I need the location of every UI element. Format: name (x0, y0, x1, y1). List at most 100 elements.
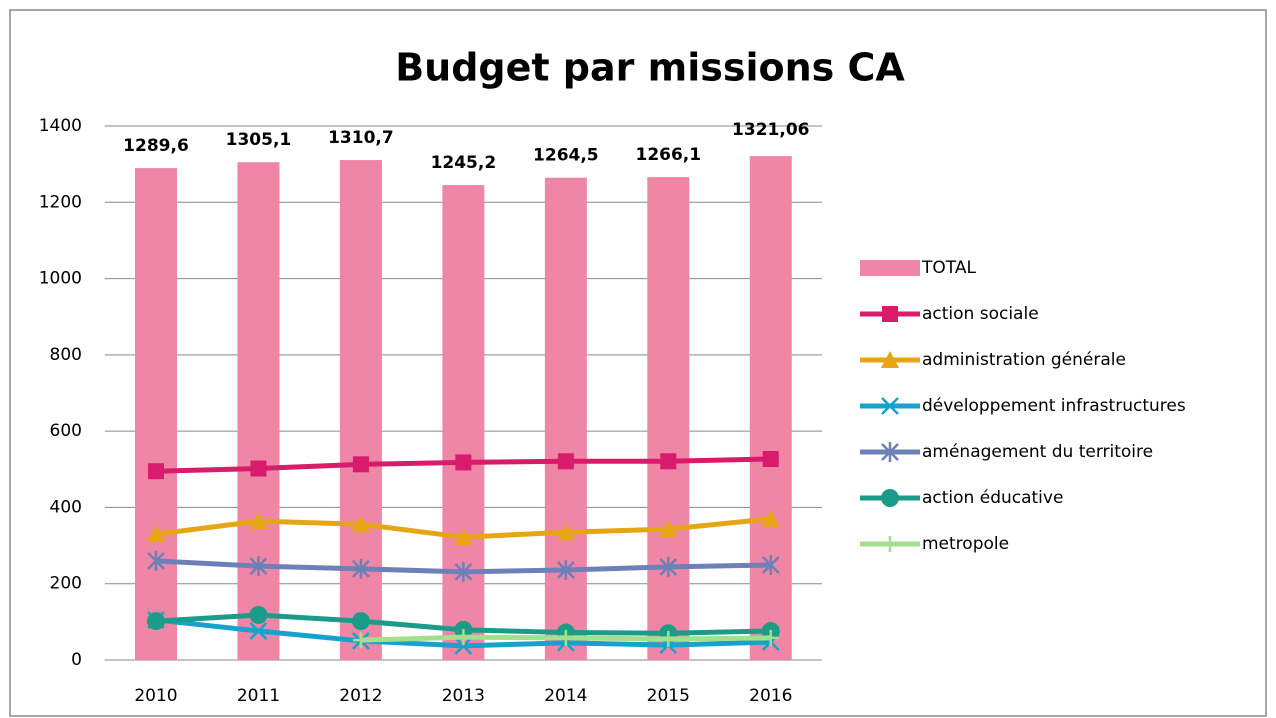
marker (352, 632, 369, 649)
y-tick-label: 400 (50, 497, 82, 517)
marker-shape (351, 612, 370, 631)
y-tick-label: 200 (50, 574, 82, 594)
marker (249, 605, 268, 624)
marker-shape (881, 489, 899, 507)
marker (660, 631, 677, 648)
y-tick-label: 1200 (39, 192, 82, 212)
marker (249, 622, 268, 640)
marker-shape (660, 453, 677, 470)
data-label: 1321,06 (732, 120, 809, 140)
bar (134, 168, 177, 660)
marker (556, 559, 575, 580)
marker-shape (659, 520, 678, 538)
marker-shape (455, 454, 472, 471)
marker-shape (761, 509, 780, 527)
marker-shape (557, 453, 574, 470)
marker-shape (556, 559, 575, 580)
x-tick-label: 2013 (442, 686, 485, 706)
marker-shape (882, 536, 898, 552)
marker (762, 450, 779, 467)
marker (660, 453, 677, 470)
bar (544, 177, 587, 660)
marker (882, 536, 898, 552)
marker-shape (249, 622, 268, 640)
marker (352, 558, 370, 579)
marker-shape (454, 637, 473, 655)
marker (351, 612, 370, 631)
marker (250, 460, 267, 477)
marker (881, 351, 899, 368)
data-label: 1266,1 (635, 145, 701, 165)
marker (455, 629, 472, 646)
marker-shape (250, 460, 267, 477)
marker-shape (147, 550, 165, 571)
marker-shape (881, 397, 899, 415)
bar (339, 160, 382, 660)
marker (454, 637, 473, 655)
marker (881, 489, 899, 507)
marker-shape (249, 512, 268, 530)
marker-shape (660, 631, 677, 648)
marker (454, 561, 473, 582)
bar (647, 177, 690, 660)
x-tick-label: 2015 (647, 686, 690, 706)
chart-title: Budget par missions CA (395, 46, 905, 90)
marker-shape (882, 306, 898, 322)
marker (659, 556, 678, 577)
marker (761, 509, 780, 527)
marker-shape (352, 456, 369, 473)
marker-shape (249, 605, 268, 624)
marker (351, 515, 370, 533)
marker (659, 520, 678, 538)
marker (249, 556, 268, 577)
legend-label: administration générale (922, 350, 1126, 370)
legend-label: action éducative (922, 488, 1063, 508)
marker-shape (352, 558, 370, 579)
x-tick-label: 2012 (339, 686, 382, 706)
legend-label: développement infrastructures (922, 396, 1186, 416)
x-tick-label: 2010 (134, 686, 177, 706)
y-tick-label: 1000 (39, 269, 82, 289)
marker (249, 512, 268, 530)
bar (749, 156, 792, 660)
bar (442, 185, 485, 660)
marker-shape (881, 351, 899, 368)
y-tick-label: 0 (71, 650, 82, 670)
legend-label: metropole (922, 534, 1009, 554)
data-label: 1289,6 (123, 136, 189, 156)
data-label: 1310,7 (328, 128, 394, 148)
data-label: 1305,1 (226, 130, 292, 150)
marker (881, 397, 899, 415)
legend-label: aménagement du territoire (922, 442, 1153, 462)
marker-shape (249, 556, 268, 577)
marker (146, 612, 165, 631)
marker-shape (762, 450, 779, 467)
marker (455, 454, 472, 471)
legend-label: TOTAL (921, 258, 976, 278)
marker-shape (455, 629, 472, 646)
marker-shape (659, 556, 678, 577)
marker (454, 528, 473, 546)
data-label: 1264,5 (533, 146, 599, 166)
marker-shape (881, 442, 899, 462)
x-tick-label: 2014 (544, 686, 587, 706)
marker-shape (147, 463, 164, 480)
marker-shape (352, 632, 369, 649)
marker-shape (556, 523, 575, 541)
marker (352, 456, 369, 473)
legend-swatch (860, 260, 920, 276)
marker-shape (146, 612, 165, 631)
x-tick-label: 2016 (749, 686, 792, 706)
marker-shape (762, 629, 779, 646)
marker-shape (454, 561, 473, 582)
marker (557, 629, 574, 646)
legend-label: action sociale (922, 304, 1039, 324)
marker (762, 629, 779, 646)
marker (147, 550, 165, 571)
y-tick-label: 800 (50, 345, 82, 365)
marker (147, 463, 164, 480)
marker-shape (146, 525, 165, 543)
marker (146, 525, 165, 543)
bar (237, 162, 280, 660)
marker (557, 453, 574, 470)
